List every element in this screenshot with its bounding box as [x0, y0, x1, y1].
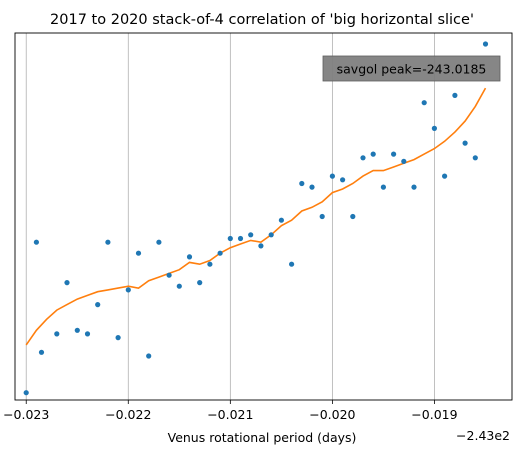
data-point	[135, 250, 142, 256]
data-point	[431, 125, 437, 131]
data-point	[360, 155, 366, 161]
x-ticks: −0.023 −0.022 −0.021 −0.020 −0.019	[3, 400, 458, 422]
plot-area	[15, 33, 512, 400]
x-tick-label: −0.022	[105, 407, 151, 422]
data-point	[350, 213, 356, 220]
data-point	[74, 327, 80, 333]
plot-frame	[14, 32, 513, 401]
data-point	[309, 184, 315, 190]
data-point	[217, 250, 223, 256]
data-point	[227, 235, 233, 242]
data-point	[391, 151, 397, 157]
data-point	[197, 280, 203, 286]
data-point	[33, 239, 40, 245]
data-point	[421, 100, 427, 106]
data-point	[268, 232, 274, 238]
data-point	[319, 213, 325, 220]
x-axis-label: Venus rotational period (days)	[168, 430, 357, 445]
x-grid	[25, 33, 435, 400]
data-point	[176, 283, 182, 289]
data-point	[258, 243, 264, 249]
data-point	[95, 302, 101, 308]
x-offset-label: −2.43e2	[456, 428, 510, 443]
data-point	[248, 232, 254, 238]
data-point	[370, 151, 376, 157]
data-point	[54, 331, 60, 337]
data-point	[411, 184, 417, 190]
data-point	[380, 184, 386, 190]
data-point	[38, 349, 45, 355]
annotation-background	[322, 55, 501, 82]
data-point	[401, 158, 407, 164]
smoothed-line	[25, 87, 487, 346]
data-point	[125, 287, 131, 293]
data-point	[166, 272, 172, 278]
data-point	[482, 41, 489, 47]
data-point	[472, 155, 478, 161]
data-point	[329, 173, 335, 179]
data-point	[64, 280, 70, 286]
data-point	[186, 254, 193, 260]
data-point	[156, 239, 162, 245]
data-point	[84, 331, 91, 337]
data-point	[299, 180, 305, 187]
data-point	[105, 239, 111, 245]
x-tick-label: −0.019	[411, 407, 457, 422]
x-tick-label: −0.023	[3, 407, 49, 422]
data-point	[237, 235, 244, 242]
data-points	[23, 41, 489, 396]
data-point	[462, 140, 468, 146]
data-point	[452, 92, 458, 98]
annotation-text: savgol peak=-243.0185	[337, 62, 487, 77]
smoothed-line-layer	[25, 87, 487, 346]
data-point	[340, 177, 346, 183]
data-point	[289, 261, 295, 267]
data-point	[115, 335, 121, 341]
data-point	[23, 390, 29, 396]
data-point	[442, 173, 448, 179]
data-point	[207, 261, 213, 267]
x-tick-label: −0.020	[309, 407, 355, 422]
chart-title: 2017 to 2020 stack-of-4 correlation of '…	[50, 12, 474, 28]
x-tick-label: −0.021	[207, 407, 253, 422]
data-point	[146, 353, 152, 359]
data-point	[278, 217, 284, 223]
annotation-box: savgol peak=-243.0185	[322, 55, 501, 82]
